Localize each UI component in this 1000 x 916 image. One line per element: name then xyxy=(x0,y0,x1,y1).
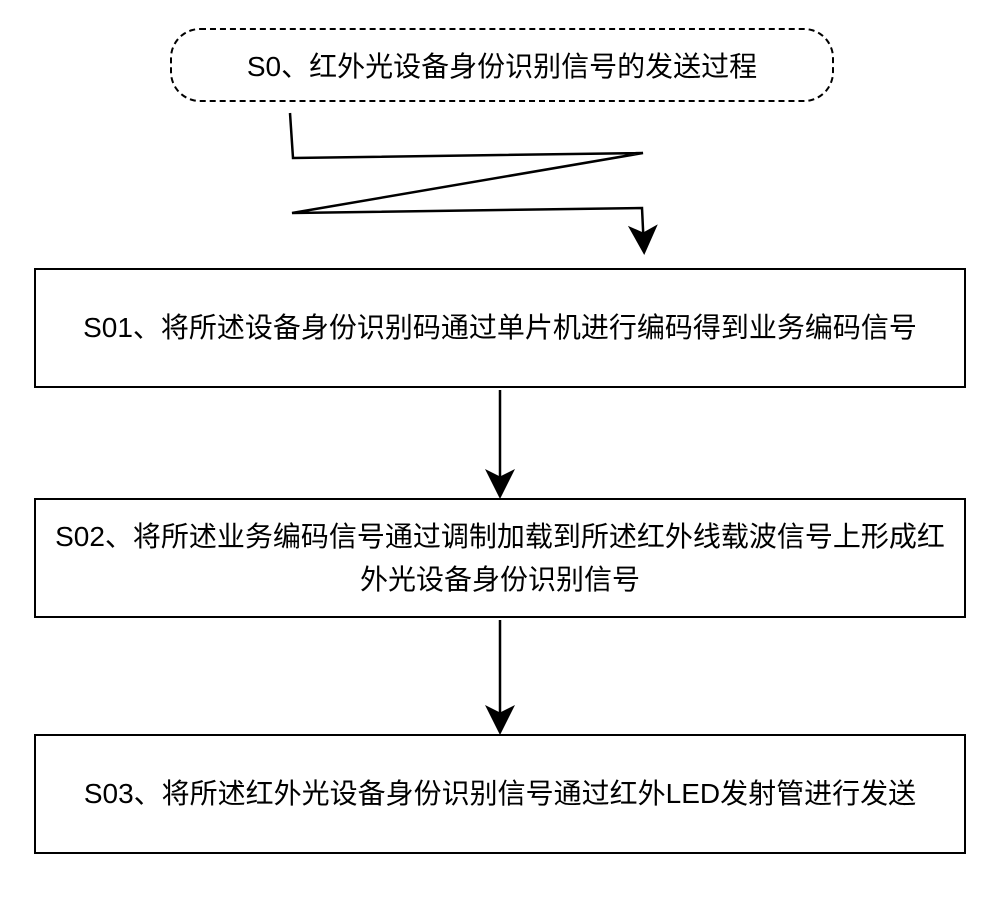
flow-step-s03-text: S03、将所述红外光设备身份识别信号通过红外LED发射管进行发送 xyxy=(50,772,950,815)
flowchart-canvas: S0、红外光设备身份识别信号的发送过程 S01、将所述设备身份识别码通过单片机进… xyxy=(0,0,1000,916)
flow-step-s03: S03、将所述红外光设备身份识别信号通过红外LED发射管进行发送 xyxy=(34,734,966,854)
